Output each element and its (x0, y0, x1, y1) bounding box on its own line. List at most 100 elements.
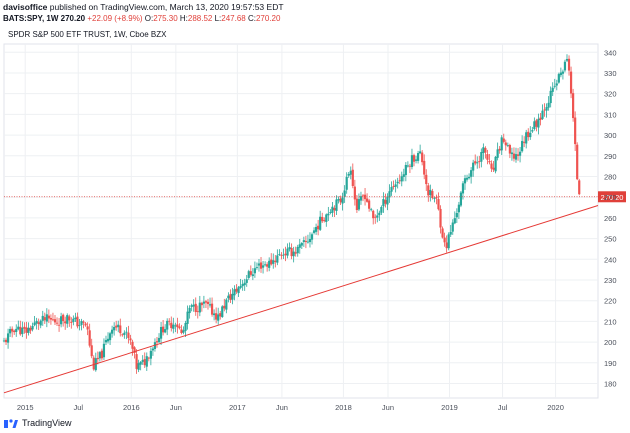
candle-body (327, 213, 330, 216)
candle-body (84, 323, 87, 326)
candle-body (492, 167, 495, 170)
y-tick-label: 180 (604, 380, 617, 389)
candle-body (82, 321, 85, 323)
candle-body (567, 58, 571, 71)
candle-body (374, 216, 377, 218)
candle-body (535, 120, 538, 127)
tradingview-logo-icon[interactable] (4, 418, 18, 428)
candle-body (490, 163, 493, 169)
candle-body (488, 161, 491, 163)
candle-body (90, 345, 93, 357)
candle-body (21, 327, 24, 334)
candle-body (176, 324, 179, 328)
candle-body (508, 145, 511, 154)
last-price-label: 270.20 (601, 193, 624, 202)
candle-body (219, 313, 222, 317)
candle-body (166, 320, 169, 330)
candle-body (143, 359, 146, 366)
candle-body (512, 153, 516, 159)
author-name[interactable]: davisoffice (3, 2, 48, 12)
candle-body (457, 204, 460, 213)
x-tick-label: Jun (170, 403, 182, 412)
candle-body (339, 198, 342, 203)
candle-body (168, 320, 171, 322)
candle-body (372, 210, 375, 219)
open-label: O: (144, 14, 154, 23)
candle-body (482, 147, 485, 154)
candle-body (119, 325, 122, 334)
candle-body (388, 191, 391, 198)
candle-body (406, 165, 409, 167)
candle-body (561, 71, 565, 74)
candle-body (484, 148, 487, 153)
candle-body (531, 130, 534, 132)
candle-body (241, 284, 244, 287)
candle-body (251, 274, 254, 277)
candle-body (204, 301, 208, 303)
candle-body (445, 242, 448, 249)
candle-body (547, 102, 550, 108)
chart-header: davisoffice published on TradingView.com… (3, 2, 627, 26)
price-chart[interactable]: 270.20 180 190 200 210 220 230 240 250 260 270 280… (0, 26, 630, 416)
candle-body (276, 255, 279, 263)
candle-body (23, 326, 26, 329)
candle-body (455, 212, 458, 218)
candle-body (2, 340, 6, 342)
candle-body (263, 264, 267, 266)
candle-body (274, 260, 277, 263)
candle-body (355, 198, 358, 211)
high-label: H: (179, 14, 188, 23)
candle-body (259, 262, 263, 269)
candle-body (427, 185, 430, 196)
y-tick-label: 240 (604, 255, 617, 264)
candle-body (549, 90, 552, 104)
candle-body (319, 216, 322, 230)
candle-body (292, 251, 295, 257)
candle-body (416, 153, 420, 161)
candle-body (431, 191, 434, 199)
candle-body (516, 154, 520, 156)
candle-body (131, 341, 134, 349)
candle-body (115, 325, 118, 328)
candle-body (29, 327, 32, 331)
candle-body (60, 316, 63, 325)
candle-body (400, 176, 403, 182)
candle-body (370, 209, 373, 211)
candle-body (408, 165, 412, 167)
candle-body (325, 214, 328, 222)
candle-body (565, 59, 569, 61)
candle-body (402, 174, 405, 177)
tradingview-brand[interactable]: TradingView (22, 418, 72, 428)
candle-body (25, 327, 28, 333)
candle-body (421, 152, 424, 163)
candle-body (410, 155, 414, 168)
candle-body (386, 196, 389, 205)
candle-body (113, 326, 116, 331)
candle-body (425, 174, 428, 185)
candle-body (443, 237, 446, 243)
candle-body (296, 246, 299, 254)
candle-body (147, 357, 150, 359)
footer: TradingView (4, 416, 72, 430)
candle-body (74, 317, 77, 320)
candle-body (525, 132, 528, 144)
candle-body (157, 337, 161, 343)
y-tick-label: 260 (604, 214, 617, 223)
x-tick-label: Jul (73, 403, 83, 412)
candle-body (196, 311, 199, 312)
candle-body (357, 199, 361, 210)
candle-body (80, 321, 83, 325)
candle-body (284, 253, 287, 256)
candle-body (314, 227, 318, 232)
candle-body (39, 320, 42, 326)
candle-body (461, 183, 465, 194)
candle-body (15, 328, 18, 333)
candle-body (47, 315, 50, 319)
candle-body (221, 306, 224, 318)
candle-body (70, 321, 73, 323)
candle-body (467, 176, 471, 179)
candle-body (333, 208, 336, 211)
candle-body (53, 319, 57, 323)
candle-body (186, 311, 189, 324)
x-tick-label: Jul (498, 403, 508, 412)
